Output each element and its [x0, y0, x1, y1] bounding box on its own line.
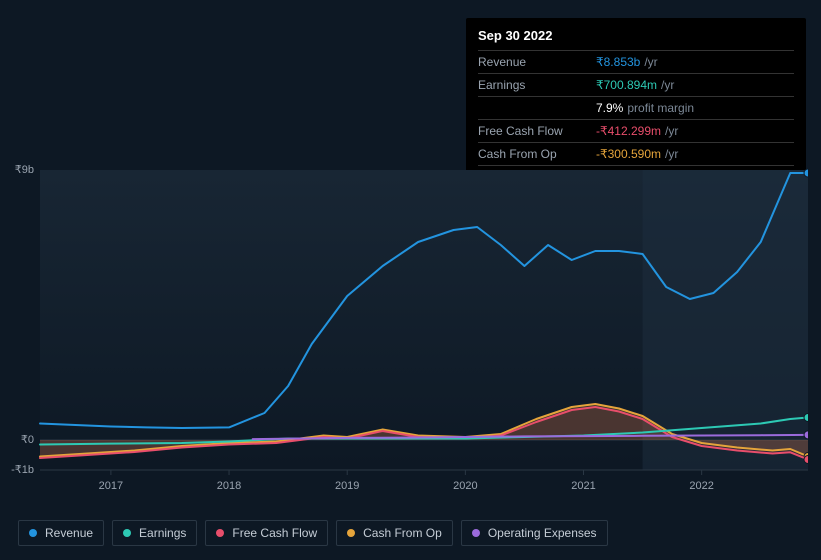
tooltip-label: Free Cash Flow: [478, 122, 596, 140]
tooltip-row: 7.9%profit margin: [478, 96, 794, 119]
legend-item-revenue[interactable]: Revenue: [18, 520, 104, 546]
chart-legend: Revenue Earnings Free Cash Flow Cash From O…: [18, 520, 608, 546]
tooltip-label: [478, 99, 596, 117]
y-axis-label: -₹1b: [4, 463, 34, 476]
legend-swatch-icon: [29, 529, 37, 537]
tooltip-label: Revenue: [478, 53, 596, 71]
x-axis-label: 2021: [571, 480, 595, 492]
chart-svg: [18, 160, 808, 510]
legend-label: Free Cash Flow: [232, 526, 317, 540]
tooltip-date: Sep 30 2022: [478, 26, 794, 46]
legend-label: Cash From Op: [363, 526, 442, 540]
x-axis-label: 2018: [217, 480, 241, 492]
legend-swatch-icon: [472, 529, 480, 537]
tooltip-value: -₹412.299m/yr: [596, 122, 678, 140]
tooltip-row: Earnings₹700.894m/yr: [478, 73, 794, 96]
tooltip-value: ₹8.853b/yr: [596, 53, 658, 71]
legend-item-free-cash-flow[interactable]: Free Cash Flow: [205, 520, 328, 546]
y-axis-label: ₹0: [4, 433, 34, 446]
x-axis-label: 2019: [335, 480, 359, 492]
legend-swatch-icon: [123, 529, 131, 537]
tooltip-value: 7.9%profit margin: [596, 99, 694, 117]
x-axis-label: 2022: [689, 480, 713, 492]
x-axis-label: 2017: [99, 480, 123, 492]
x-axis-label: 2020: [453, 480, 477, 492]
legend-label: Revenue: [45, 526, 93, 540]
legend-item-earnings[interactable]: Earnings: [112, 520, 197, 546]
legend-swatch-icon: [216, 529, 224, 537]
tooltip-value: ₹700.894m/yr: [596, 76, 674, 94]
tooltip-row: Free Cash Flow-₹412.299m/yr: [478, 119, 794, 142]
legend-swatch-icon: [347, 529, 355, 537]
legend-label: Operating Expenses: [488, 526, 597, 540]
legend-item-operating-expenses[interactable]: Operating Expenses: [461, 520, 608, 546]
tooltip-label: Earnings: [478, 76, 596, 94]
y-axis-label: ₹9b: [4, 163, 34, 176]
legend-label: Earnings: [139, 526, 186, 540]
legend-item-cash-from-op[interactable]: Cash From Op: [336, 520, 453, 546]
tooltip-row: Revenue₹8.853b/yr: [478, 50, 794, 73]
financial-chart: ₹9b₹0-₹1b201720182019202020212022: [18, 160, 808, 480]
